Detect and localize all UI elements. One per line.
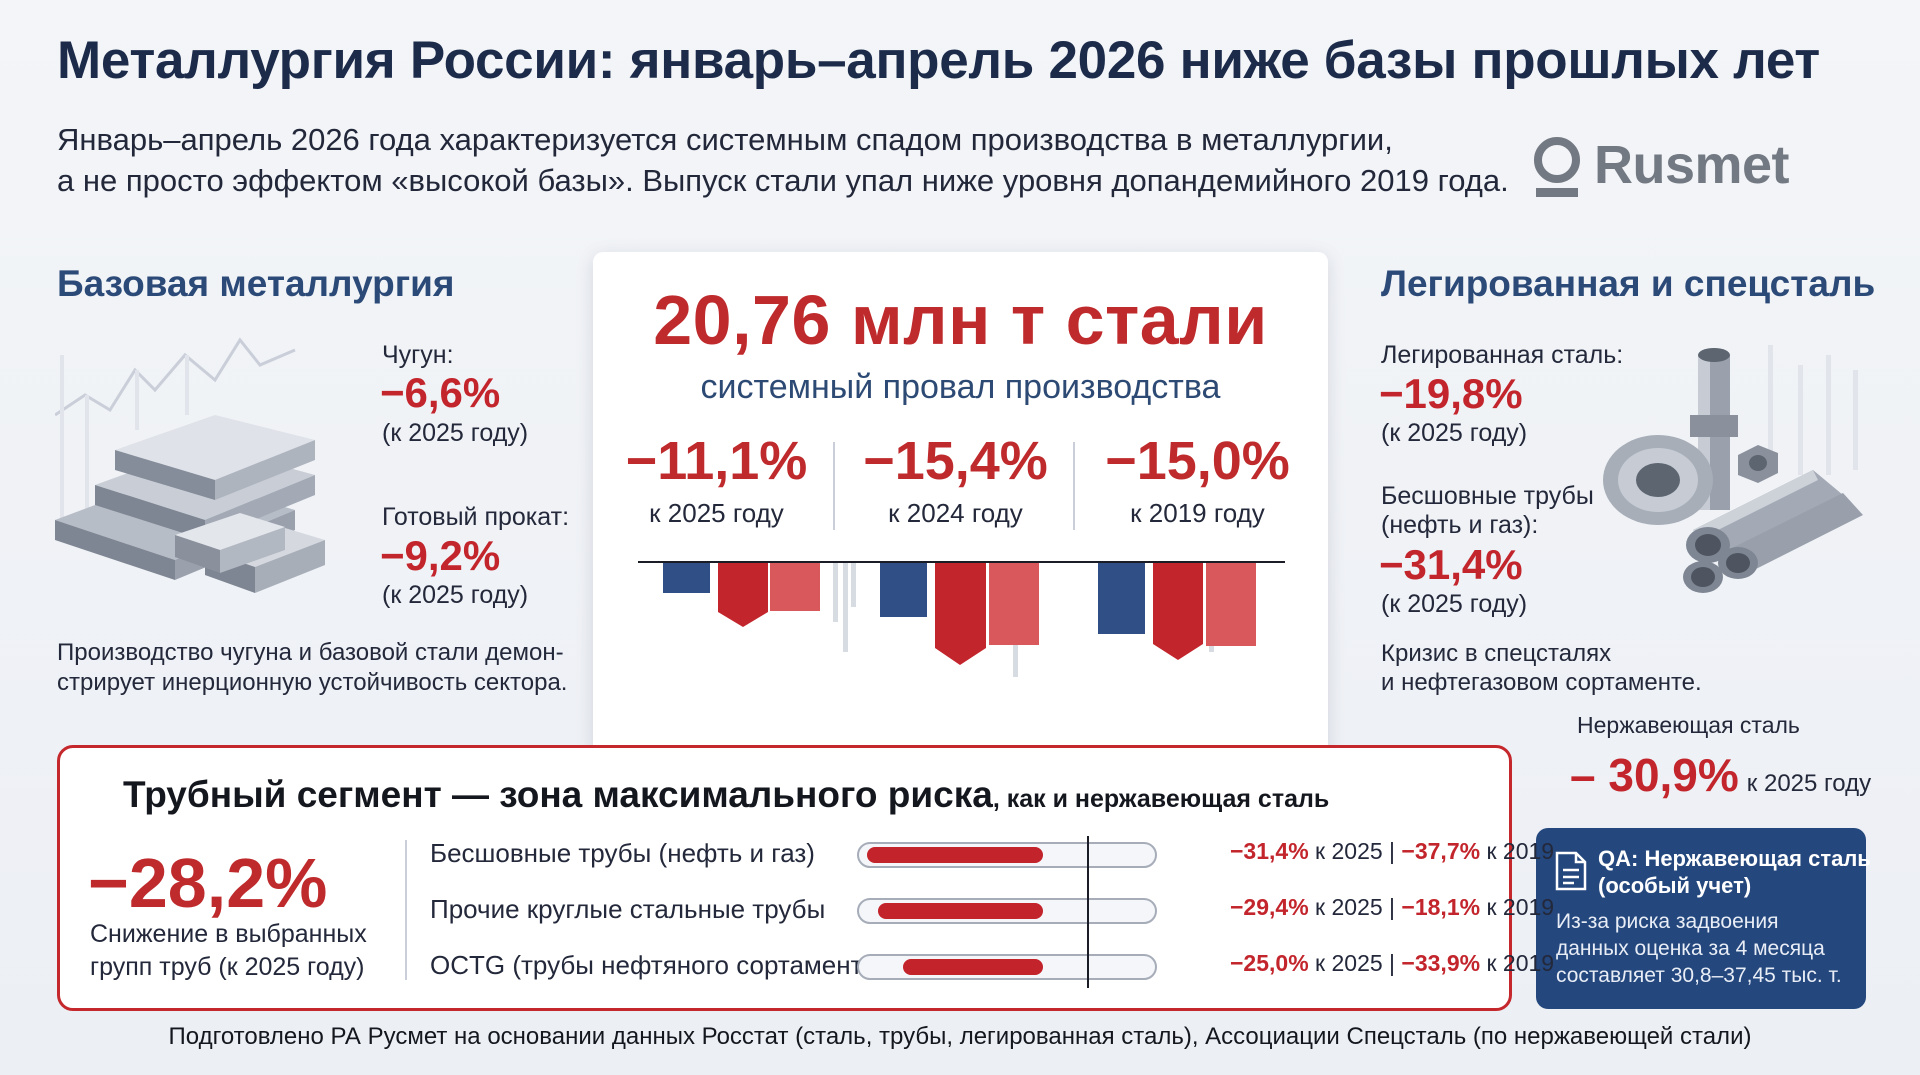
pipe-row-t2025: к 2025 |	[1308, 950, 1402, 976]
pipe-row-result: −29,4% к 2025 | −18,1% к 2019	[1230, 894, 1554, 921]
pipe-row-t2019: к 2019	[1480, 950, 1555, 976]
rusmet-logo: Rusmet	[1532, 134, 1802, 204]
change-vs-2024: −15,4% к 2024 году	[838, 430, 1073, 529]
qa-stainless-note: QA: Нержавеющая сталь (особый учет) Из-з…	[1536, 828, 1871, 1009]
seamless-pipes-label-2: (нефть и газ):	[1381, 511, 1539, 539]
base-metallurgy-heading: Базовая металлургия	[57, 263, 455, 304]
pipe-row-t2019: к 2019	[1480, 838, 1555, 864]
rusmet-logo-icon	[1534, 137, 1580, 197]
change-vs-2024-caption: к 2024 году	[888, 498, 1023, 528]
steel-output-kpi: 20,76 млн т стали	[653, 281, 1268, 359]
change-vs-2019-caption: к 2019 году	[1130, 498, 1265, 528]
pipe-segment-title: Трубный сегмент — зона максимального рис…	[123, 774, 1329, 816]
pipe-row-label: Прочие круглые стальные трубы	[430, 894, 826, 924]
change-vs-2024-value: −15,4%	[863, 431, 1048, 491]
logo-wordmark: Rusmet	[1594, 135, 1790, 195]
alloy-steel-label: Легированная сталь:	[1381, 341, 1624, 369]
decline-bars-illustration	[638, 561, 1285, 677]
alloy-desc-line-2: и нефтегазовом сортаменте.	[1381, 669, 1702, 696]
pipe-row-result: −31,4% к 2025 | −37,7% к 2019	[1230, 838, 1554, 865]
pipe-row-v2019: −37,7%	[1401, 838, 1481, 864]
kpi-divider	[833, 442, 835, 530]
pipe-row-bar	[903, 959, 1043, 975]
change-vs-2019-value: −15,0%	[1105, 431, 1290, 491]
pipe-row-t2025: к 2025 |	[1308, 838, 1402, 864]
pipe-row-bar	[867, 847, 1043, 863]
pipe-row-label: OCTG (трубы нефтяного сортамента)	[430, 950, 886, 980]
pipe-bars-baseline	[1087, 836, 1089, 988]
pipe-segment-kpi-caption: Снижение в выбранных групп труб (к 2025 …	[90, 918, 367, 984]
lead-text-line-1: Январь–апрель 2026 года характеризуется …	[57, 122, 1393, 157]
change-vs-2025: −11,1% к 2025 году	[599, 430, 834, 529]
pipe-row-v2019: −33,9%	[1401, 950, 1481, 976]
pipe-kpi-caption-line-2: групп труб (к 2025 году)	[90, 953, 365, 981]
seamless-pipes-value: −31,4%	[1379, 541, 1523, 588]
pipe-row: Прочие круглые стальные трубы −29,4% к 2…	[430, 890, 1554, 930]
change-vs-2025-value: −11,1%	[625, 431, 808, 491]
pipe-segment-kpi: −28,2%	[88, 844, 328, 922]
pipe-row: Бесшовные трубы (нефть и газ) −31,4% к 2…	[430, 834, 1554, 874]
pipe-kpi-caption-line-1: Снижение в выбранных	[90, 920, 367, 948]
rolled-steel-value: −9,2%	[380, 532, 501, 579]
pipe-row-t2025: к 2025 |	[1308, 894, 1402, 920]
pig-iron-note: (к 2025 году)	[382, 419, 529, 447]
pipe-row-t2019: к 2019	[1480, 894, 1555, 920]
stainless-steel-caption: к 2025 году	[1746, 770, 1872, 797]
lead-text-line-2: а не просто эффектом «высокой базы». Вып…	[57, 163, 1509, 198]
pipe-row-bar	[878, 903, 1043, 919]
kpi-divider	[1073, 442, 1075, 530]
alloy-special-steel-heading: Легированная и спецсталь	[1381, 263, 1876, 304]
qa-text: Из-за риска задвоения данных оценка за 4…	[1556, 908, 1842, 989]
stainless-steel-label: Нержавеющая сталь	[1577, 712, 1800, 738]
pig-iron-label: Чугун:	[382, 341, 454, 369]
steel-ingots-icon	[55, 337, 325, 593]
qa-text-line-1: Из-за риска задвоения	[1556, 910, 1779, 933]
stainless-steel-value: – 30,9%	[1570, 749, 1739, 801]
page-title: Металлургия России: январь–апрель 2026 н…	[57, 31, 1820, 90]
pipe-row-v2025: −25,0%	[1230, 950, 1309, 976]
qa-title-line-1: QA: Нержавеющая сталь	[1598, 846, 1871, 871]
change-vs-2019: −15,0% к 2019 году	[1080, 430, 1315, 529]
base-desc-line-2: стрирует инерционную устойчивость сектор…	[57, 669, 568, 696]
steel-output-card: 20,76 млн т стали системный провал произ…	[593, 252, 1328, 757]
pipe-row-v2025: −29,4%	[1230, 894, 1309, 920]
change-vs-2025-caption: к 2025 году	[649, 498, 784, 528]
pipe-segment-panel: Трубный сегмент — зона максимального рис…	[57, 745, 1554, 1011]
pipe-row-track	[857, 954, 1157, 980]
pipe-segment-title-suffix: , как и нержавеющая сталь	[992, 785, 1330, 813]
pipe-row-label: Бесшовные трубы (нефть и газ)	[430, 838, 815, 868]
pipe-row-track	[857, 898, 1157, 924]
seamless-pipes-label-1: Бесшовные трубы	[1381, 482, 1594, 510]
steel-output-subtitle: системный провал производства	[700, 368, 1221, 406]
rolled-steel-note: (к 2025 году)	[382, 581, 529, 609]
alloy-desc-line-1: Кризис в спецсталях	[1381, 640, 1612, 667]
steel-pipes-icon	[1603, 345, 1863, 593]
source-footer: Подготовлено РА Русмет на основании данн…	[168, 1023, 1752, 1050]
pipe-segment-title-main: Трубный сегмент — зона максимального рис…	[123, 774, 993, 815]
qa-text-line-3: составляет 30,8–37,45 тыс. т.	[1556, 964, 1842, 987]
pipe-row-track	[857, 842, 1157, 868]
pipe-panel-divider	[405, 840, 407, 980]
pipe-row-v2025: −31,4%	[1230, 838, 1309, 864]
qa-title: QA: Нержавеющая сталь (особый учет)	[1598, 845, 1871, 899]
document-icon	[1555, 851, 1587, 891]
base-desc-line-1: Производство чугуна и базовой стали демо…	[57, 639, 564, 666]
alloy-steel-value: −19,8%	[1379, 370, 1523, 417]
pipe-row-v2019: −18,1%	[1401, 894, 1481, 920]
seamless-pipes-note: (к 2025 году)	[1381, 590, 1528, 618]
pipe-row: OCTG (трубы нефтяного сортамента) −25,0%…	[430, 946, 1554, 986]
qa-title-line-2: (особый учет)	[1598, 873, 1752, 898]
alloy-steel-note: (к 2025 году)	[1381, 419, 1528, 447]
stainless-steel-metric: – 30,9% к 2025 году	[1570, 748, 1871, 802]
qa-text-line-2: данных оценка за 4 месяца	[1556, 937, 1825, 960]
pig-iron-value: −6,6%	[380, 369, 501, 416]
rolled-steel-label: Готовый прокат:	[382, 503, 570, 531]
pipe-row-result: −25,0% к 2025 | −33,9% к 2019	[1230, 950, 1554, 977]
